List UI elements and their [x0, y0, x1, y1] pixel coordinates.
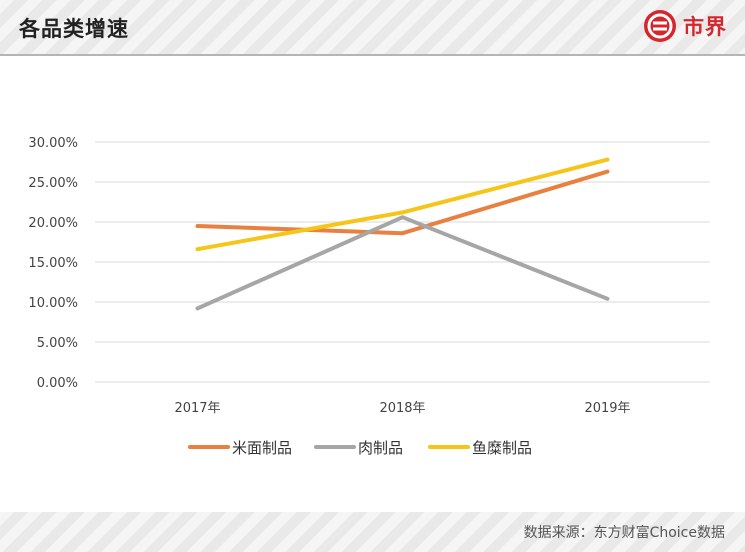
y-tick-label: 0.00%	[37, 376, 78, 391]
series-line-1	[195, 169, 610, 236]
legend-label-3: 鱼糜制品	[472, 439, 532, 457]
y-tick-label: 30.00%	[28, 136, 78, 151]
page-title: 各品类增速	[19, 17, 129, 41]
legend-label-2: 肉制品	[358, 439, 403, 457]
legend-label-1: 米面制品	[232, 439, 292, 457]
logo-text: 市界	[683, 15, 727, 39]
y-tick-label: 20.00%	[28, 216, 78, 231]
logo: 市界	[643, 9, 727, 43]
series-line-3	[195, 157, 610, 252]
header-bar: 各品类增速 市界	[0, 0, 745, 56]
series-line-2	[195, 215, 610, 311]
y-tick-label: 5.00%	[37, 336, 78, 351]
x-tick-label: 2018年	[379, 401, 425, 416]
footer-bar: 数据来源：东方财富Choice数据	[0, 512, 745, 552]
y-tick-label: 25.00%	[28, 176, 78, 191]
logo-icon	[644, 10, 676, 42]
y-tick-label: 10.00%	[28, 296, 78, 311]
y-tick-label: 15.00%	[28, 256, 78, 271]
x-tick-label: 2017年	[174, 401, 220, 416]
x-tick-label: 2019年	[584, 401, 630, 416]
source-note: 数据来源：东方财富Choice数据	[523, 525, 725, 541]
